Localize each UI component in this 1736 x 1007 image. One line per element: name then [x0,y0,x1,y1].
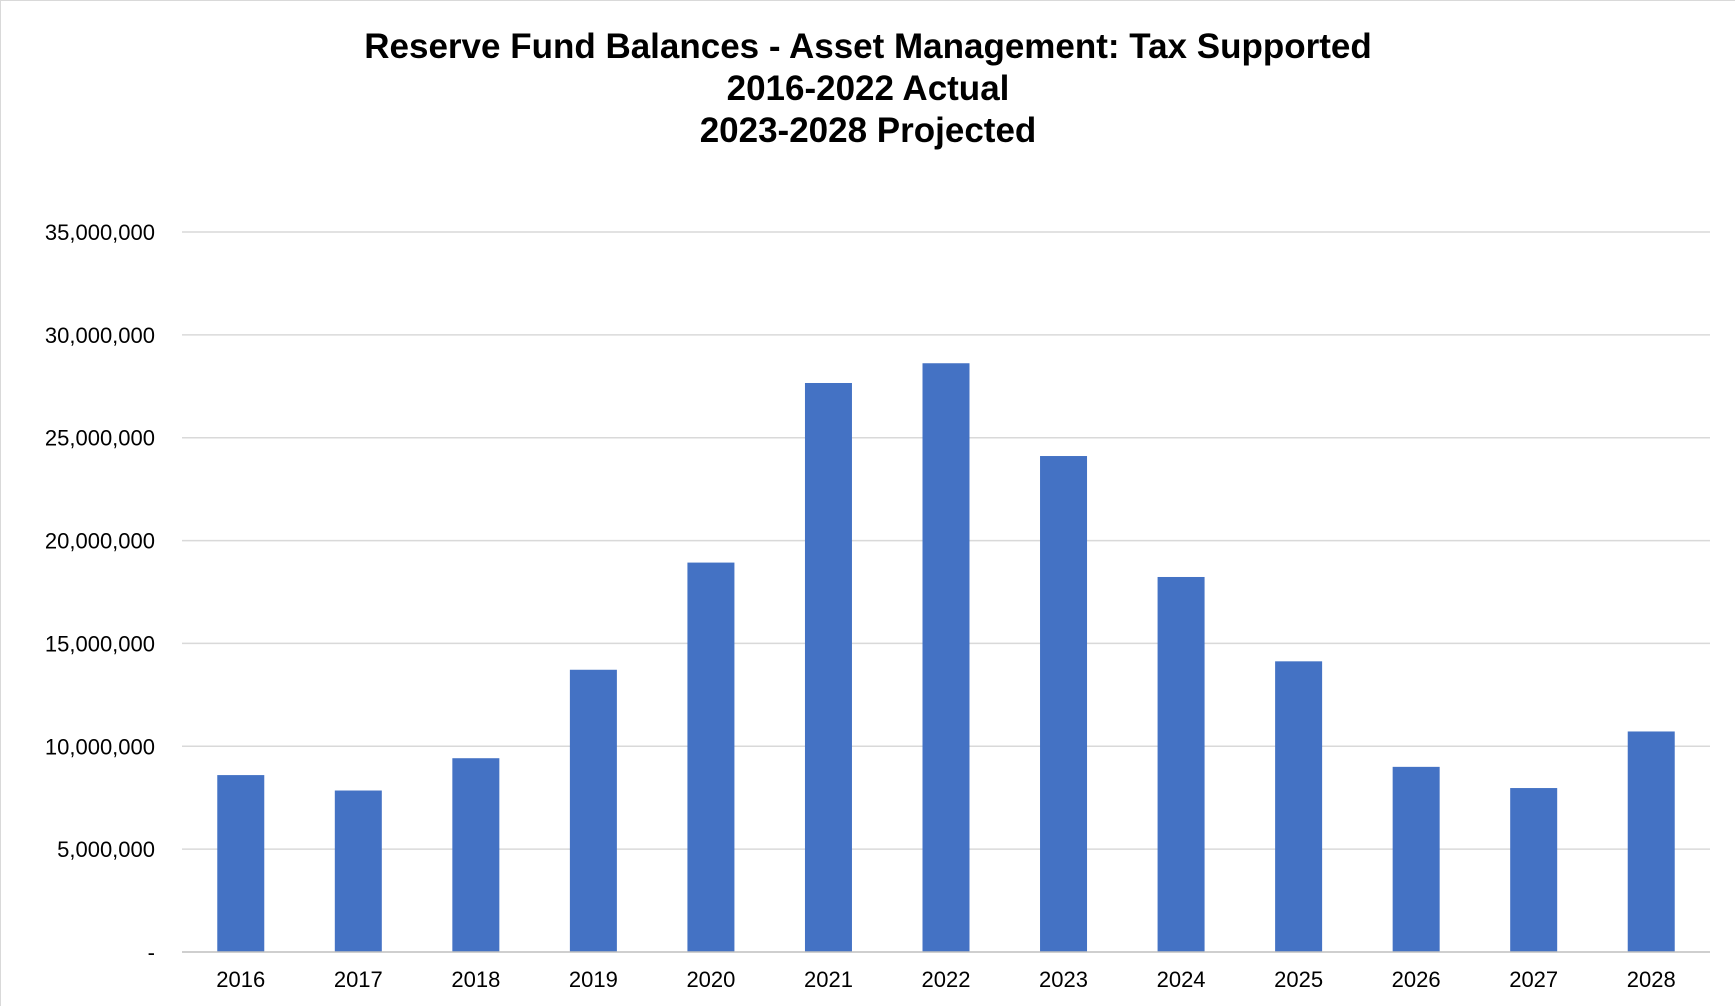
chart-title-line-3: 2023-2028 Projected [699,111,1037,150]
chart-title-line-2: 2016-2022 Actual [726,69,1010,108]
bar-2023 [1040,456,1088,952]
x-tick-label: 2023 [1039,967,1088,992]
bar-2022 [922,363,970,952]
bar-2028 [1627,731,1675,952]
y-tick-label: - [148,940,155,965]
bar-2024 [1157,576,1205,952]
x-tick-label: 2020 [686,967,735,992]
x-tick-label: 2021 [804,967,853,992]
x-tick-label: 2024 [1157,967,1206,992]
bar-2019 [569,669,617,952]
y-tick-label: 10,000,000 [45,734,155,759]
x-tick-label: 2022 [922,967,971,992]
y-axis-tick-labels: - 5,000,000 10,000,000 15,000,000 20,000,000… [45,220,155,965]
y-tick-label: 20,000,000 [45,529,155,554]
bar-2027 [1510,788,1558,952]
x-tick-label: 2017 [334,967,383,992]
x-tick-label: 2027 [1509,967,1558,992]
bar-2026 [1392,766,1440,952]
x-tick-label: 2018 [451,967,500,992]
y-tick-label: 15,000,000 [45,631,155,656]
bars [217,363,1675,953]
bar-2025 [1275,661,1323,952]
x-tick-label: 2028 [1627,967,1676,992]
bar-2016 [217,775,265,952]
bar-2021 [804,382,852,953]
y-tick-label: 35,000,000 [45,220,155,245]
y-tick-label: 5,000,000 [57,837,155,862]
bar-2020 [687,562,735,952]
x-tick-label: 2016 [216,967,265,992]
x-tick-label: 2026 [1392,967,1441,992]
x-axis-tick-labels: 2016 2017 2018 2019 2020 2021 2022 2023 2024 2025… [216,967,1675,992]
y-tick-label: 30,000,000 [45,323,155,348]
y-tick-label: 25,000,000 [45,426,155,451]
bar-2018 [452,758,500,952]
bar-2017 [334,790,382,952]
x-tick-label: 2019 [569,967,618,992]
x-tick-label: 2025 [1274,967,1323,992]
chart-title-line-1: Reserve Fund Balances - Asset Management… [364,27,1372,66]
chart-title: Reserve Fund Balances - Asset Management… [0,26,1736,152]
